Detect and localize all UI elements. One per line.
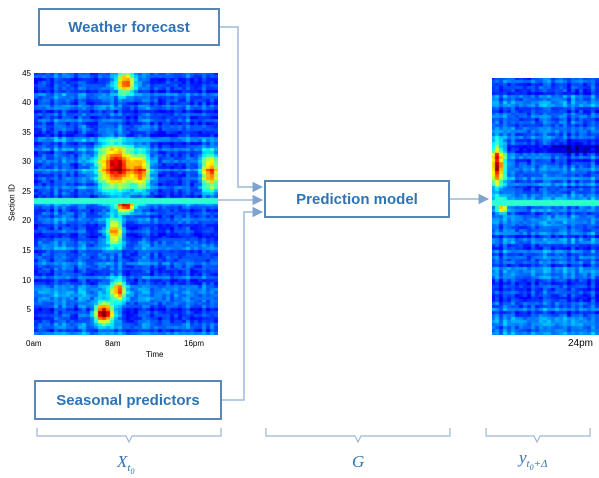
model-brace [265,428,451,444]
seasonal-to-model-connector [222,206,264,401]
seasonal-predictors-label: Seasonal predictors [56,391,200,409]
heatmap-x-axis-label: Time [146,350,164,359]
x-tick: 0am [26,339,42,348]
seasonal-predictors-box: Seasonal predictors [34,380,222,420]
y-tick: 45 [22,69,31,78]
x-tick: 8am [105,339,121,348]
y-tick: 25 [22,187,31,196]
y-tick: 15 [22,246,31,255]
output-brace [485,428,591,444]
output-brace-label: yt0+Δ [519,448,548,473]
y-tick: 35 [22,128,31,137]
y-tick: 10 [22,276,31,285]
y-tick: 40 [22,98,31,107]
y-tick: 20 [22,216,31,225]
y-tick: 30 [22,157,31,166]
y-tick: 5 [26,305,31,314]
weather-forecast-label: Weather forecast [68,18,190,36]
output-x-tick: 24pm [568,338,594,349]
input-traffic-heatmap [34,73,218,335]
output-traffic-heatmap [492,78,599,335]
model-brace-label: G [352,452,365,471]
x-tick: 16pm [184,339,205,348]
weather-to-model-connector [220,26,264,193]
prediction-model-box: Prediction model [264,180,450,218]
input-brace-label: Xt0 [117,452,135,477]
input-brace [36,428,222,444]
weather-forecast-box: Weather forecast [38,8,220,46]
prediction-model-label: Prediction model [296,190,418,208]
